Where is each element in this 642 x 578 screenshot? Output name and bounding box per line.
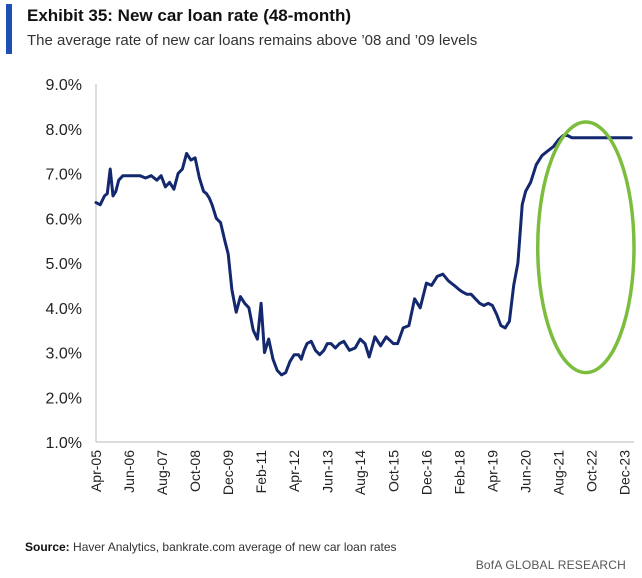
x-tick-label: Jun-20 [518, 450, 534, 493]
y-tick-label: 4.0% [46, 301, 82, 318]
x-tick-label: Aug-21 [550, 450, 566, 495]
highlight-ellipse [535, 120, 636, 375]
chart-subtitle: The average rate of new car loans remain… [27, 32, 478, 49]
x-tick-label: Dec-23 [617, 450, 633, 495]
y-tick-label: 6.0% [46, 211, 82, 228]
x-tick-label: Feb-18 [451, 450, 467, 495]
x-tick-label: Apr-05 [88, 450, 104, 492]
y-tick-label: 1.0% [46, 435, 82, 452]
x-tick-label: Aug-14 [352, 450, 368, 495]
series-line [94, 134, 633, 377]
x-tick-label: Jun-13 [319, 450, 335, 493]
y-tick-label: 7.0% [46, 167, 82, 184]
line-chart: 1.0% 2.0% 3.0% 4.0% 5.0% 6.0% 7.0% 8.0% 9.0% Apr-… [46, 77, 636, 495]
y-tick-label: 8.0% [46, 122, 82, 139]
brand-label: BofA GLOBAL RESEARCH [475, 558, 626, 572]
x-tick-label: Oct-08 [187, 450, 203, 492]
y-tick-label: 2.0% [46, 390, 82, 407]
x-tick-label: Dec-09 [220, 450, 236, 495]
title-accent-bar [6, 4, 12, 54]
x-tick-label: Feb-11 [253, 450, 269, 494]
y-tick-label: 3.0% [46, 346, 82, 363]
source-label: Source: [25, 540, 70, 554]
x-tick-label: Apr-19 [484, 450, 500, 492]
y-tick-label: 5.0% [46, 256, 82, 273]
x-tick-label: Oct-15 [385, 450, 401, 492]
source-note: Source: Haver Analytics, bankrate.com av… [25, 540, 397, 554]
x-tick-label: Dec-16 [418, 450, 434, 495]
source-text: Haver Analytics, bankrate.com average of… [73, 540, 397, 554]
x-tick-label: Oct-22 [584, 450, 600, 492]
x-tick-label: Aug-07 [154, 450, 170, 495]
x-tick-label: Jun-06 [121, 450, 137, 493]
chart-title: Exhibit 35: New car loan rate (48-month) [27, 6, 352, 25]
x-tick-label: Apr-12 [286, 450, 302, 492]
y-tick-label: 9.0% [46, 77, 82, 94]
